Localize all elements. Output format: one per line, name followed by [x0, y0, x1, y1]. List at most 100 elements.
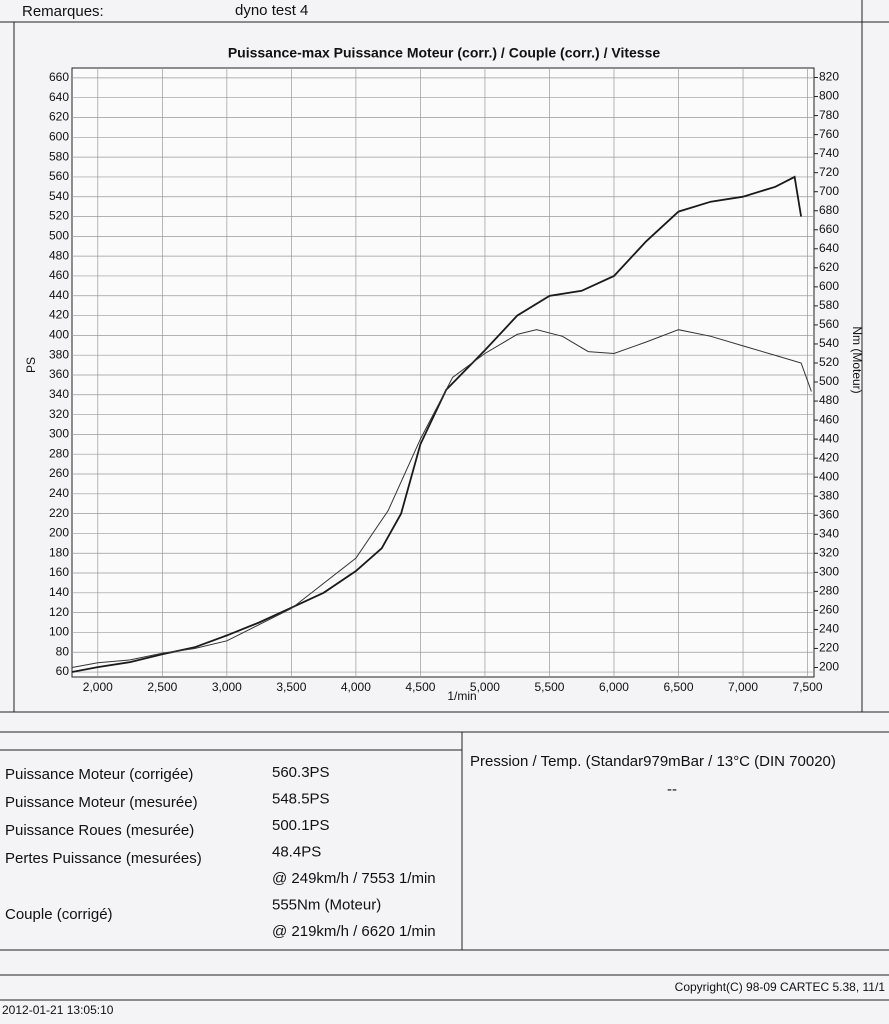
y-tick-label: 380 — [49, 347, 69, 361]
x-tick-label: 2,500 — [147, 680, 177, 694]
result-value: 48.4PS — [272, 843, 321, 860]
y-tick-label: 580 — [49, 149, 69, 163]
y2-tick-label: 260 — [819, 603, 839, 617]
data-line — [71, 329, 812, 668]
y-tick-label: 220 — [49, 506, 69, 520]
y2-tick-label: 760 — [819, 127, 839, 141]
result-label: Couple (corrigé) — [5, 906, 113, 923]
result-label: Pertes Puissance (mesurées) — [5, 850, 202, 867]
y2-tick-label: 620 — [819, 260, 839, 274]
y-tick-label: 440 — [49, 288, 69, 302]
y2-tick-label: 420 — [819, 450, 839, 464]
y-tick-label: 100 — [49, 625, 69, 639]
y-tick-label: 520 — [49, 209, 69, 223]
x-tick-label: 5,500 — [534, 680, 564, 694]
y2-tick-label: 360 — [819, 507, 839, 521]
y-tick-label: 160 — [49, 565, 69, 579]
result-value: @ 249km/h / 7553 1/min — [272, 870, 436, 887]
y-tick-label: 620 — [49, 110, 69, 124]
y2-tick-label: 220 — [819, 641, 839, 655]
data-line — [71, 175, 802, 673]
y2-axis-label: Nm (Moteur) — [850, 326, 864, 393]
y2-tick-label: 740 — [819, 146, 839, 160]
y2-tick-label: 780 — [819, 108, 839, 122]
y-tick-label: 120 — [49, 605, 69, 619]
y-tick-label: 660 — [49, 70, 69, 84]
x-tick-label: 7,000 — [728, 680, 758, 694]
x-tick-label: 2,000 — [83, 680, 113, 694]
y-tick-label: 300 — [49, 427, 69, 441]
result-label: Puissance Roues (mesurée) — [5, 822, 194, 839]
y-tick-label: 320 — [49, 407, 69, 421]
result-value: 548.5PS — [272, 790, 330, 807]
y-tick-label: 280 — [49, 446, 69, 460]
y2-tick-label: 520 — [819, 355, 839, 369]
y-tick-label: 360 — [49, 367, 69, 381]
x-tick-label: 4,000 — [341, 680, 371, 694]
y-tick-label: 540 — [49, 189, 69, 203]
y2-tick-label: 460 — [819, 412, 839, 426]
y2-tick-label: 600 — [819, 279, 839, 293]
x-tick-label: 3,000 — [212, 680, 242, 694]
y-tick-label: 60 — [56, 664, 70, 678]
y-tick-label: 600 — [49, 129, 69, 143]
result-value: @ 219km/h / 6620 1/min — [272, 923, 436, 940]
y-tick-label: 140 — [49, 585, 69, 599]
y-tick-label: 200 — [49, 526, 69, 540]
y2-tick-label: 680 — [819, 203, 839, 217]
y-tick-label: 420 — [49, 308, 69, 322]
y-tick-label: 460 — [49, 268, 69, 282]
y-tick-label: 480 — [49, 248, 69, 262]
y-tick-label: 500 — [49, 229, 69, 243]
result-label: Puissance Moteur (corrigée) — [5, 766, 193, 783]
y-tick-label: 640 — [49, 90, 69, 104]
y2-tick-label: 320 — [819, 545, 839, 559]
y2-tick-label: 480 — [819, 393, 839, 407]
y2-tick-label: 240 — [819, 622, 839, 636]
y-tick-label: 340 — [49, 387, 69, 401]
y-tick-label: 260 — [49, 466, 69, 480]
y2-tick-label: 440 — [819, 431, 839, 445]
y2-tick-label: 500 — [819, 374, 839, 388]
x-tick-label: 4,500 — [405, 680, 435, 694]
remarks-label: Remarques: — [22, 3, 104, 20]
conditions-value: -- — [667, 781, 677, 798]
remarks-value: dyno test 4 — [235, 2, 308, 19]
x-tick-label: 6,500 — [663, 680, 693, 694]
y2-tick-label: 640 — [819, 241, 839, 255]
result-value: 555Nm (Moteur) — [272, 896, 381, 913]
conditions: Pression / Temp. (Standar979mBar / 13°C … — [470, 753, 836, 770]
y2-tick-label: 700 — [819, 184, 839, 198]
y2-tick-label: 720 — [819, 165, 839, 179]
y2-tick-label: 820 — [819, 70, 839, 84]
y2-tick-label: 660 — [819, 222, 839, 236]
y-tick-label: 400 — [49, 328, 69, 342]
y2-tick-label: 400 — [819, 469, 839, 483]
result-value: 500.1PS — [272, 817, 330, 834]
y2-tick-label: 200 — [819, 660, 839, 674]
chart-title: Puissance-max Puissance Moteur (corr.) /… — [228, 45, 661, 61]
y2-tick-label: 580 — [819, 298, 839, 312]
y-tick-label: 80 — [56, 644, 70, 658]
y2-tick-label: 800 — [819, 89, 839, 103]
y-axis-label: PS — [24, 357, 38, 373]
y-tick-label: 180 — [49, 545, 69, 559]
y2-tick-label: 280 — [819, 584, 839, 598]
x-tick-label: 5,000 — [470, 680, 500, 694]
print-date: 2012-01-21 13:05:10 — [2, 1003, 114, 1017]
x-tick-label: 3,500 — [276, 680, 306, 694]
x-tick-label: 6,000 — [599, 680, 629, 694]
y2-tick-label: 540 — [819, 336, 839, 350]
result-value: 560.3PS — [272, 764, 330, 781]
y2-tick-label: 380 — [819, 488, 839, 502]
y-tick-label: 240 — [49, 486, 69, 500]
result-label: Puissance Moteur (mesurée) — [5, 794, 198, 811]
y-tick-label: 560 — [49, 169, 69, 183]
y2-tick-label: 300 — [819, 565, 839, 579]
y2-tick-label: 340 — [819, 526, 839, 540]
y2-tick-label: 560 — [819, 317, 839, 331]
plot-area — [71, 67, 815, 678]
x-axis-label: 1/min — [447, 689, 476, 703]
